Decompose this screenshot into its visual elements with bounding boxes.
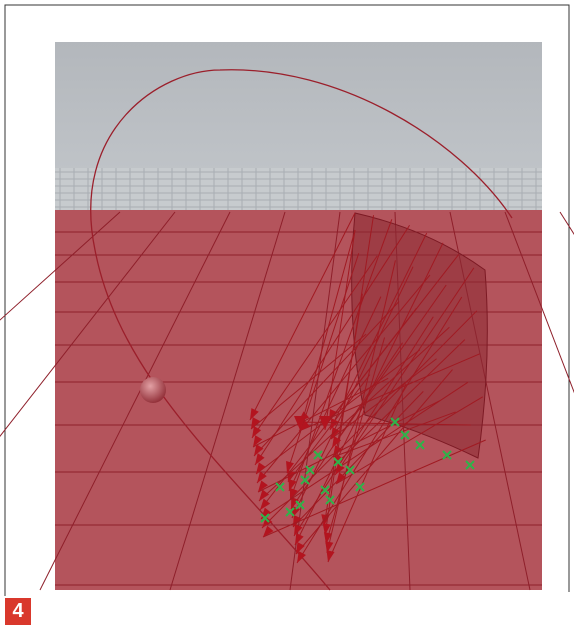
x-marker <box>465 460 475 470</box>
arrow-shaft <box>288 296 382 492</box>
frame-border <box>4 4 570 596</box>
arrow-shaft <box>286 253 360 474</box>
arrow-shaft <box>289 219 393 501</box>
arrow-shaft <box>255 349 421 475</box>
arrow-shaft <box>257 400 441 493</box>
grid-line <box>504 211 574 394</box>
trajectory-curve <box>90 69 513 591</box>
arrow-shaft <box>334 267 475 476</box>
sphere <box>140 377 166 403</box>
x-marker <box>442 450 452 460</box>
arrow-shaft <box>253 301 400 457</box>
grid-line <box>559 211 574 235</box>
x-marker <box>345 465 355 475</box>
arrow-head <box>257 471 267 483</box>
arrow-shaft <box>291 266 414 519</box>
arrow-head <box>260 498 271 510</box>
arrow-head <box>286 461 294 473</box>
arrow-head <box>326 550 335 562</box>
arrow-head <box>253 435 263 447</box>
arrow-head <box>256 462 266 474</box>
arrow-shaft <box>256 274 431 484</box>
arrow-head <box>291 497 299 509</box>
grid-line <box>0 211 121 321</box>
figure-label: 4 <box>5 598 31 625</box>
arrow-shaft <box>329 232 428 431</box>
arrow-shaft <box>324 215 375 536</box>
arrow-head <box>254 444 264 456</box>
arrow-head <box>288 479 297 491</box>
x-marker <box>333 457 343 467</box>
arrow-shaft <box>258 326 450 502</box>
arrow-head <box>330 418 339 430</box>
arrow-head <box>262 516 273 528</box>
fan-surface <box>351 212 488 459</box>
x-marker <box>355 482 365 492</box>
arrow-head <box>322 523 331 535</box>
arrow-shaft <box>249 212 356 421</box>
arrow-head <box>289 488 298 500</box>
arrow-head <box>323 532 333 544</box>
arrow-shaft <box>299 229 356 431</box>
arrow-shaft <box>335 396 484 485</box>
arrow-shaft <box>324 229 356 431</box>
arrow-shaft <box>254 225 410 466</box>
arrow-shaft <box>333 339 466 467</box>
arrow-head <box>263 525 274 537</box>
x-marker <box>320 485 330 495</box>
arrow-head <box>325 541 334 553</box>
arrow-shaft <box>294 242 444 546</box>
arrow-shaft <box>260 381 469 520</box>
arrow-head <box>319 416 331 430</box>
arrow-shaft <box>259 254 460 511</box>
x-marker <box>305 465 315 475</box>
arrow-head <box>294 524 303 536</box>
arrow-head <box>336 472 346 484</box>
arrow-head <box>332 436 342 448</box>
marker-set <box>260 417 475 523</box>
arrow-head <box>255 453 265 465</box>
arrow-head <box>294 416 306 430</box>
arrow-bundle <box>249 212 486 564</box>
arrow-head <box>259 489 270 501</box>
arrow-shaft <box>261 310 478 529</box>
grid-line <box>0 211 176 438</box>
arrow-shaft <box>327 383 407 563</box>
ground-grid <box>0 168 574 591</box>
arrow-head <box>251 417 260 429</box>
x-marker <box>415 440 425 450</box>
arrow-shaft <box>330 358 437 440</box>
x-marker <box>275 482 285 492</box>
arrow-shaft <box>325 337 386 545</box>
arrow-head <box>258 480 268 492</box>
arrow-head <box>297 551 306 563</box>
arrow-head <box>296 542 305 554</box>
x-marker <box>313 450 323 460</box>
arrow-head <box>331 427 340 439</box>
grid-line <box>169 211 286 591</box>
arrow-head <box>299 420 311 431</box>
grid-line <box>39 211 231 591</box>
arrow-head <box>295 533 304 545</box>
x-marker <box>400 430 410 440</box>
arrow-head <box>250 408 259 420</box>
arrow-shaft <box>296 296 463 564</box>
x-marker <box>285 507 295 517</box>
arrow-head <box>335 463 345 475</box>
x-marker <box>300 475 310 485</box>
x-marker <box>295 500 305 510</box>
arrow-head <box>293 515 302 527</box>
x-marker <box>325 495 335 505</box>
x-marker <box>260 513 270 523</box>
arrow-shaft <box>331 284 447 449</box>
arrow-shaft <box>251 255 378 439</box>
x-marker <box>390 417 400 427</box>
arrow-head <box>252 426 262 438</box>
arrow-shaft <box>332 411 456 458</box>
